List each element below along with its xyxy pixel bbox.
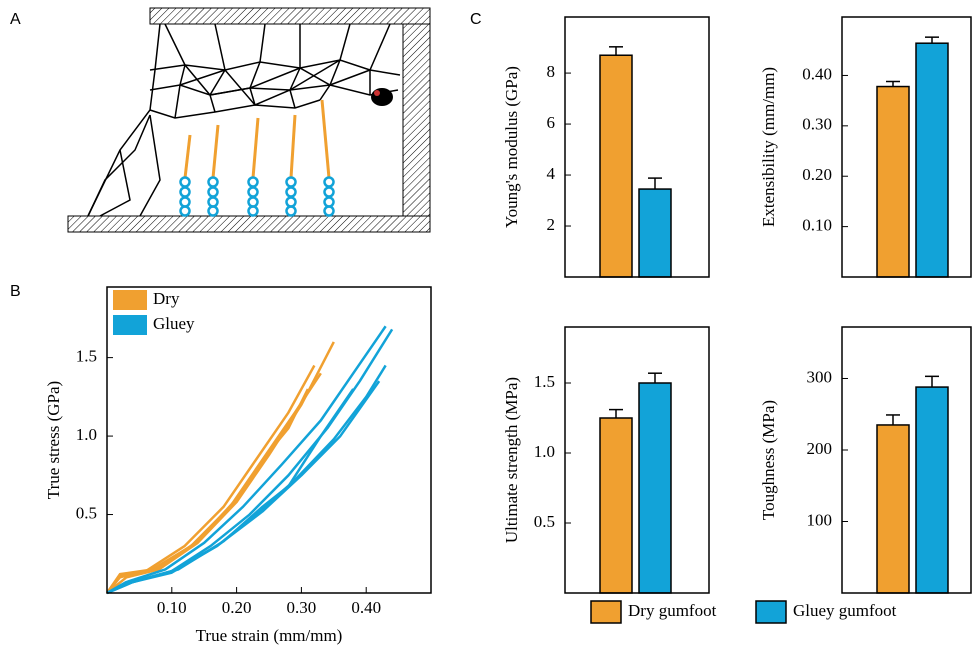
spider xyxy=(371,88,393,106)
y-tick-label: 0.40 xyxy=(802,64,832,83)
y-tick-label: 1.5 xyxy=(76,347,97,366)
spider-mark xyxy=(374,90,380,96)
top-beam xyxy=(149,7,431,25)
x-tick-label: 0.40 xyxy=(351,598,381,617)
stress-strain-curve xyxy=(106,388,355,595)
y-tick-label: 0.20 xyxy=(802,165,832,184)
x-axis-label: True strain (mm/mm) xyxy=(196,626,343,645)
stress-strain-curve xyxy=(105,372,322,594)
y-axis-label: True stress (GPa) xyxy=(44,381,63,499)
bar xyxy=(876,424,910,594)
y-tick-label: 1.0 xyxy=(76,425,97,444)
panel-label: B xyxy=(10,283,21,300)
y-axis-label: Toughness (MPa) xyxy=(759,400,778,520)
y-tick-label: 6 xyxy=(547,113,556,132)
panel-label: A xyxy=(10,11,21,28)
bar xyxy=(638,382,672,594)
bar xyxy=(599,54,633,278)
legend-swatch xyxy=(590,600,622,624)
y-tick-label: 100 xyxy=(807,510,833,529)
plot-frame xyxy=(564,326,710,594)
right-wall xyxy=(402,23,431,217)
x-tick-label: 0.20 xyxy=(222,598,252,617)
bar xyxy=(876,85,910,278)
bar xyxy=(915,42,949,278)
bar xyxy=(915,386,949,594)
legend-label: Gluey gumfoot xyxy=(793,601,897,620)
bar xyxy=(599,417,633,594)
y-axis-label: Young's modulus (GPa) xyxy=(502,66,521,228)
y-tick-label: 2 xyxy=(547,215,556,234)
stress-strain-curve xyxy=(106,388,310,594)
plot-frame xyxy=(106,286,432,594)
y-tick-label: 0.30 xyxy=(802,115,832,134)
y-axis-label: Ultimate strength (MPa) xyxy=(502,377,521,543)
legend-swatch xyxy=(113,290,147,310)
y-tick-label: 1.5 xyxy=(534,372,555,391)
y-tick-label: 0.10 xyxy=(802,216,832,235)
plot-frame xyxy=(841,16,972,278)
legend-swatch xyxy=(113,315,147,335)
plot-frame xyxy=(841,326,972,594)
y-tick-label: 1.0 xyxy=(534,442,555,461)
legend-label: Dry gumfoot xyxy=(628,601,717,620)
web-diagram xyxy=(67,7,431,233)
y-tick-label: 300 xyxy=(807,367,833,386)
threads xyxy=(183,99,331,179)
stress-strain-curve xyxy=(106,325,387,595)
y-tick-label: 4 xyxy=(547,164,556,183)
legend-label: Dry xyxy=(153,289,180,308)
panel-label: C xyxy=(470,11,482,28)
y-tick-label: 0.5 xyxy=(534,512,555,531)
stress-strain-curve xyxy=(106,364,387,595)
bar xyxy=(638,188,672,278)
x-tick-label: 0.10 xyxy=(157,598,187,617)
bottom-beam xyxy=(67,215,431,233)
stress-strain-curve xyxy=(106,328,394,595)
y-tick-label: 8 xyxy=(547,62,556,81)
y-axis-label: Extensibility (mm/mm) xyxy=(759,67,778,227)
legend-label: Gluey xyxy=(153,314,195,333)
plot-frame xyxy=(564,16,710,278)
legend-swatch xyxy=(755,600,787,624)
y-tick-label: 0.5 xyxy=(76,503,97,522)
y-tick-label: 200 xyxy=(807,439,833,458)
glue-droplets xyxy=(179,176,335,217)
web-lines xyxy=(87,23,401,217)
x-tick-label: 0.30 xyxy=(287,598,317,617)
stress-strain-curve xyxy=(106,364,316,594)
